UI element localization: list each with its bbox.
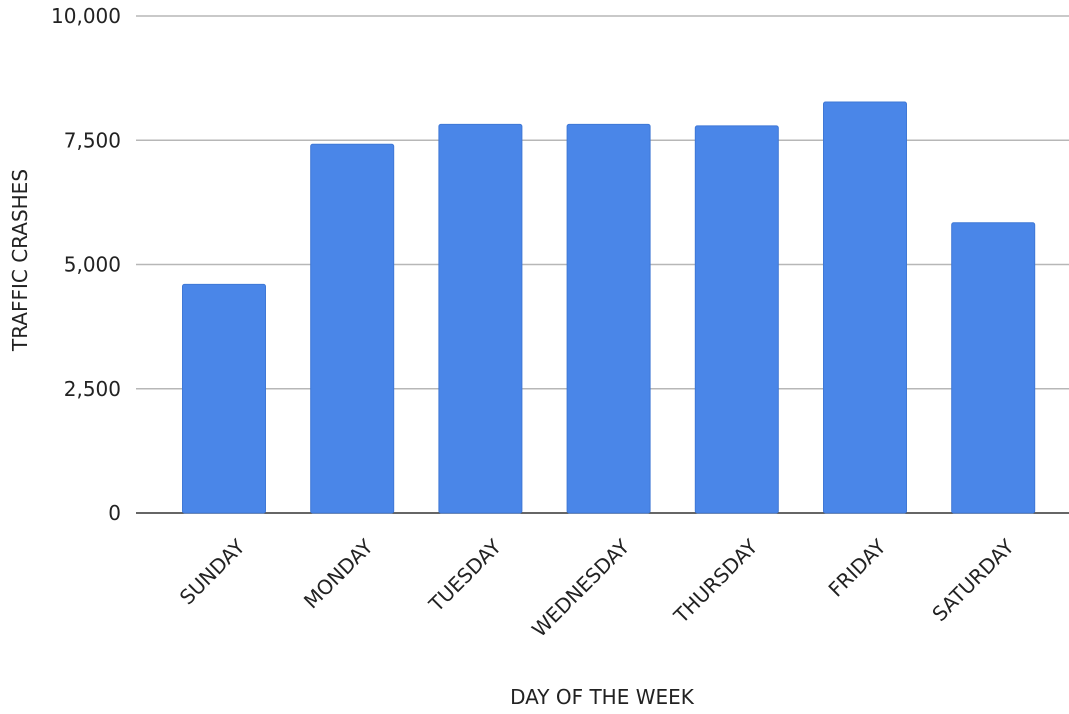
y-axis-tick-labels: 0 2,500 5,000 7,500 10,000 (51, 4, 121, 525)
x-tick-label-sunday: SUNDAY (175, 534, 250, 609)
x-tick-label-wednesday: WEDNESDAY (527, 534, 635, 642)
y-tick-label: 0 (108, 501, 121, 525)
y-tick-label: 7,500 (64, 128, 121, 152)
bar-sunday (182, 283, 266, 514)
y-tick-label: 5,000 (64, 253, 121, 277)
bar-wednesday (566, 123, 651, 514)
x-tick-label-saturday: SATURDAY (927, 534, 1019, 626)
y-axis-title: TRAFFIC CRASHES (8, 169, 32, 352)
y-tick-label: 2,500 (64, 377, 121, 401)
x-tick-label-friday: FRIDAY (824, 534, 892, 602)
bar-friday (823, 101, 907, 514)
bar-saturday (951, 222, 1036, 514)
x-axis-tick-labels: SUNDAY MONDAY TUESDAY WEDNESDAY THURSDAY FRID… (175, 534, 1019, 642)
bar-tuesday (438, 123, 523, 514)
x-tick-label-tuesday: TUESDAY (423, 534, 506, 617)
bar-monday (310, 143, 395, 514)
x-tick-label-thursday: THURSDAY (668, 534, 763, 629)
x-axis-title: DAY OF THE WEEK (510, 685, 695, 709)
x-tick-label-monday: MONDAY (299, 534, 378, 613)
bars (182, 101, 1036, 514)
y-tick-label: 10,000 (51, 4, 121, 28)
bar-thursday (694, 125, 779, 514)
